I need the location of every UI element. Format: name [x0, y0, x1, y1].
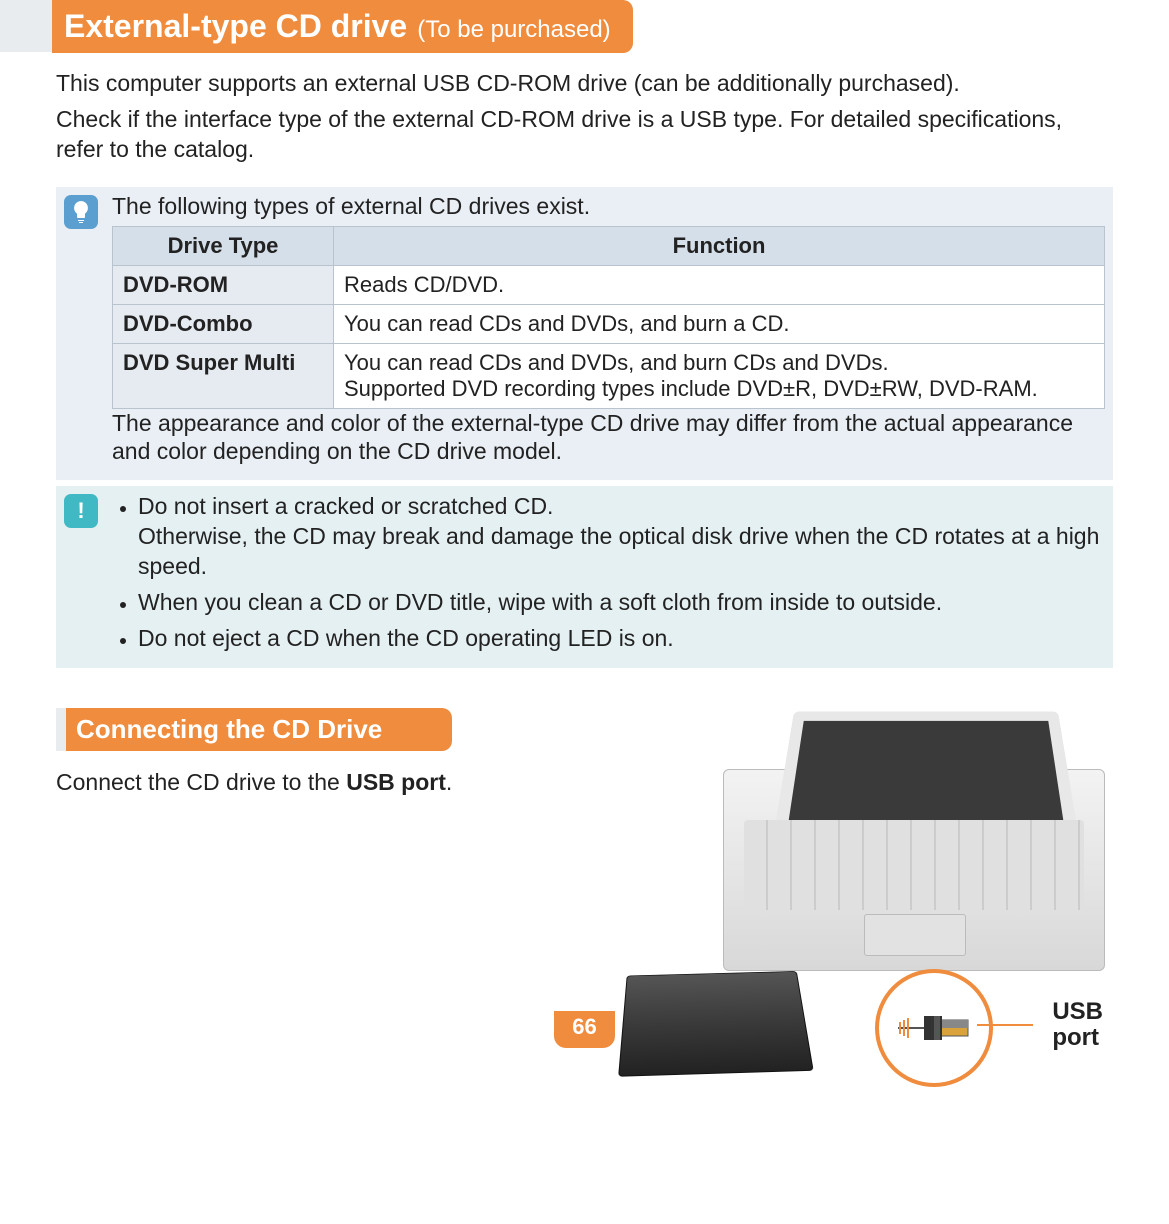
cell-type: DVD-Combo [113, 304, 334, 343]
list-item: When you clean a CD or DVD title, wipe w… [138, 588, 1105, 618]
table-row: DVD-ROM Reads CD/DVD. [113, 265, 1105, 304]
drive-types-table: Drive Type Function DVD-ROM Reads CD/DVD… [112, 226, 1105, 409]
laptop-illustration [723, 769, 1105, 971]
header-stub [0, 0, 52, 52]
connect-text: Connect the CD drive to the USB port. [56, 769, 563, 796]
col-function: Function [334, 226, 1105, 265]
page-title-main: External-type CD drive [64, 8, 407, 45]
cell-type: DVD-ROM [113, 265, 334, 304]
cell-func: You can read CDs and DVDs, and burn CDs … [334, 343, 1105, 408]
page-number-wrap: 66 [0, 1011, 1169, 1058]
table-row: DVD Super Multi You can read CDs and DVD… [113, 343, 1105, 408]
list-item: Do not eject a CD when the CD operating … [138, 624, 1105, 654]
info-box: The following types of external CD drive… [56, 187, 1113, 481]
col-drive-type: Drive Type [113, 226, 334, 265]
cell-func: Reads CD/DVD. [334, 265, 1105, 304]
page-title: External-type CD drive (To be purchased) [52, 0, 633, 53]
connect-suffix: . [446, 769, 452, 795]
warning-box: ! Do not insert a cracked or scratched C… [56, 486, 1113, 667]
usb-port-callout [875, 969, 993, 1087]
caution-icon: ! [64, 494, 98, 528]
usb-port-label: USBport [1052, 999, 1103, 1052]
intro-text: This computer supports an external USB C… [56, 69, 1113, 165]
page-header: External-type CD drive (To be purchased) [0, 0, 1169, 53]
connect-bold: USB port [346, 769, 446, 795]
info-lead: The following types of external CD drive… [112, 193, 1105, 220]
section-heading: Connecting the CD Drive [56, 708, 452, 751]
intro-p1: This computer supports an external USB C… [56, 69, 1113, 99]
lightbulb-icon [64, 195, 98, 229]
intro-p2: Check if the interface type of the exter… [56, 105, 1113, 165]
connect-prefix: Connect the CD drive to the [56, 769, 346, 795]
page-title-sub: (To be purchased) [417, 16, 610, 44]
table-row: DVD-Combo You can read CDs and DVDs, and… [113, 304, 1105, 343]
cell-func: You can read CDs and DVDs, and burn a CD… [334, 304, 1105, 343]
warning-list: Do not insert a cracked or scratched CD.… [112, 492, 1105, 653]
callout-leader-line [977, 1024, 1033, 1026]
page-number: 66 [554, 1011, 614, 1048]
info-note: The appearance and color of the external… [112, 409, 1105, 467]
cd-drive-illustration [618, 971, 814, 1077]
list-item: Do not insert a cracked or scratched CD.… [138, 492, 1105, 582]
cell-type: DVD Super Multi [113, 343, 334, 408]
connection-figure: USBport [593, 769, 1113, 971]
